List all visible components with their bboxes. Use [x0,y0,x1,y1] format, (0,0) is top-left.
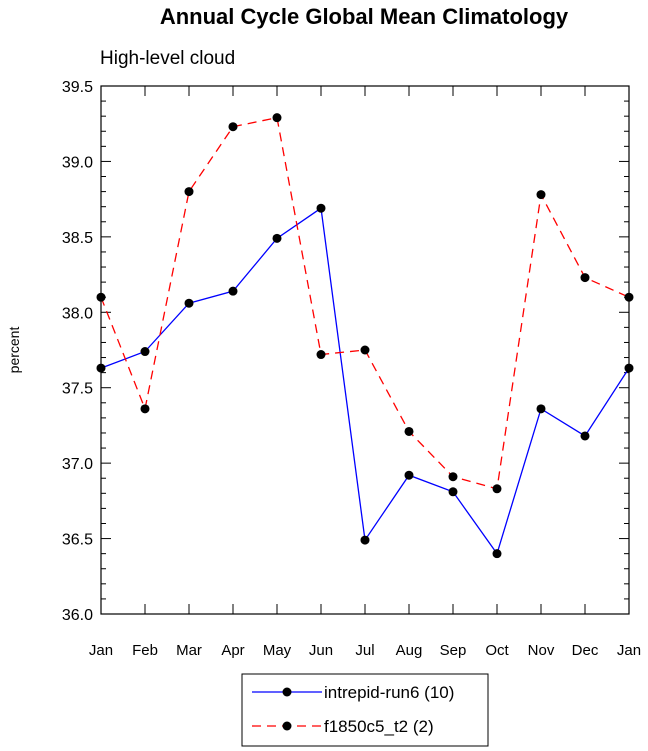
data-point-intrepid-run6-10 [624,363,634,373]
data-point-intrepid-run6-10 [228,286,238,296]
x-tick-label: Jan [617,642,641,659]
data-point-f1850c5-t2-2 [624,292,634,302]
x-tick-label: Jul [355,642,374,659]
data-point-f1850c5-t2-2 [228,122,238,132]
axis-ticks [100,85,630,615]
data-point-f1850c5-t2-2 [140,404,150,414]
x-tick-label: Apr [221,642,244,659]
chart-subtitle: High-level cloud [100,48,235,69]
x-tick-label: Dec [572,642,599,659]
x-tick-labels: Jan Feb Mar Apr May Jun Jul Aug Sep Oct Nov Dec Jan [89,642,641,659]
series-line-intrepid-run6-10 [100,207,630,556]
legend-box [241,673,489,747]
y-tick-label: 39.5 [62,79,93,96]
x-tick-label: Nov [528,642,555,659]
data-point-intrepid-run6-10 [140,347,150,357]
data-point-f1850c5-t2-2 [536,190,546,200]
data-point-intrepid-run6-10 [448,487,458,497]
data-point-f1850c5-t2-2 [448,472,458,482]
data-point-intrepid-run6-10 [96,363,106,373]
data-point-intrepid-run6-10 [404,470,414,480]
y-tick-labels: 36.0 36.5 37.0 37.5 38.0 38.5 39.0 39.5 [62,79,93,624]
data-point-intrepid-run6-10 [184,298,194,308]
data-point-f1850c5-t2-2 [184,187,194,197]
x-tick-label: Sep [440,642,467,659]
y-tick-label: 38.5 [62,230,93,247]
data-point-f1850c5-t2-2 [96,292,106,302]
data-point-intrepid-run6-10 [492,549,502,559]
y-tick-label: 37.0 [62,456,93,473]
data-point-f1850c5-t2-2 [492,484,502,494]
data-point-intrepid-run6-10 [360,535,370,545]
data-point-f1850c5-t2-2 [360,345,370,355]
legend-label-f1850c5-t2: f1850c5_t2 (2) [324,717,434,736]
y-tick-label: 36.0 [62,607,93,624]
y-tick-label: 37.5 [62,381,93,398]
plot-frame [100,85,630,615]
x-tick-label: Aug [396,642,423,659]
data-point-f1850c5-t2-2 [316,350,326,360]
chart-title: Annual Cycle Global Mean Climatology [160,4,569,29]
y-tick-label: 38.0 [62,305,93,322]
series-lines [100,116,630,556]
x-tick-label: Jan [89,642,113,659]
y-tick-label: 36.5 [62,532,93,549]
legend-marker-intrepid-run6 [282,687,292,697]
data-point-f1850c5-t2-2 [580,273,590,283]
y-axis-label: percent [6,327,22,374]
x-tick-label: Mar [176,642,202,659]
legend-label-intrepid-run6: intrepid-run6 (10) [324,683,454,702]
x-tick-label: Jun [309,642,333,659]
x-tick-label: Oct [485,642,509,659]
data-point-intrepid-run6-10 [536,404,546,414]
x-tick-label: Feb [132,642,158,659]
legend: intrepid-run6 (10) f1850c5_t2 (2) [241,673,489,747]
series-line-f1850c5-t2-2 [100,116,630,490]
data-point-intrepid-run6-10 [272,233,282,243]
data-point-intrepid-run6-10 [316,203,326,213]
x-tick-label: May [263,642,292,659]
data-point-f1850c5-t2-2 [272,113,282,123]
series-markers [96,113,634,559]
legend-marker-f1850c5-t2 [282,721,292,731]
data-point-intrepid-run6-10 [580,431,590,441]
data-point-f1850c5-t2-2 [404,426,414,436]
y-tick-label: 39.0 [62,154,93,171]
